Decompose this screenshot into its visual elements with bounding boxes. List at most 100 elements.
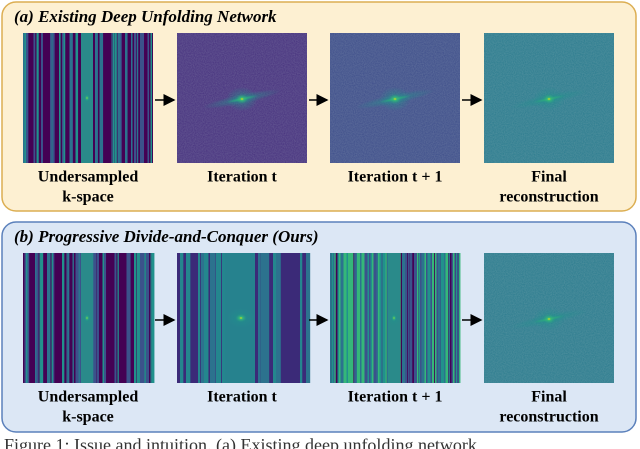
image-label: Iteration t + 1	[348, 389, 443, 406]
stripe	[222, 253, 228, 383]
stripe	[128, 253, 131, 383]
stripe	[376, 253, 379, 383]
stripe	[150, 33, 153, 163]
image-label: Undersampled	[38, 169, 139, 186]
stripe	[370, 253, 373, 383]
stripe	[26, 253, 29, 383]
stripe	[41, 33, 43, 163]
stripe	[147, 253, 150, 383]
image	[484, 33, 614, 163]
stripe	[41, 253, 44, 383]
stripe	[405, 253, 408, 383]
center-spot	[533, 307, 565, 331]
stripe	[444, 253, 447, 383]
image-label: Iteration t	[207, 389, 277, 406]
stripe	[141, 33, 145, 163]
stripe	[427, 253, 430, 383]
stripe	[355, 253, 358, 383]
center-spot	[388, 310, 400, 326]
stripe	[261, 253, 266, 383]
stripe	[33, 33, 36, 163]
stripe	[119, 33, 122, 163]
stripe	[258, 253, 261, 383]
stripe	[99, 33, 102, 163]
stripe	[418, 253, 422, 383]
caption: Figure 1: Issue and intuition. (a) Exist…	[4, 435, 477, 449]
stripe	[333, 253, 336, 383]
stripe	[210, 253, 216, 383]
stripe	[35, 253, 38, 383]
stripe	[354, 253, 356, 383]
stripe	[358, 253, 361, 383]
stripe	[423, 253, 425, 383]
stripe	[96, 33, 98, 163]
stripe	[439, 253, 441, 383]
stripe	[361, 253, 364, 383]
stripe	[72, 253, 74, 383]
stripe	[453, 253, 456, 383]
stripe	[456, 253, 458, 383]
stripe	[204, 253, 209, 383]
stripe	[113, 33, 115, 163]
stripe	[424, 253, 427, 383]
stripe	[198, 253, 201, 383]
stripe	[77, 253, 80, 383]
stripe	[152, 253, 155, 383]
stripe	[24, 253, 27, 383]
stripe	[451, 253, 454, 383]
stripe	[429, 253, 431, 383]
stripe	[126, 253, 129, 383]
stripe	[131, 33, 133, 163]
stripe	[357, 253, 360, 383]
panel-title: (a) Existing Deep Unfolding Network	[14, 7, 277, 26]
stripe	[337, 253, 340, 383]
stripe	[144, 253, 146, 383]
center-spot	[226, 87, 258, 111]
stripe	[50, 33, 52, 163]
center-spot	[379, 87, 411, 111]
stripe	[454, 253, 456, 383]
stripe	[459, 253, 461, 383]
stripe	[201, 253, 206, 383]
stripe	[146, 253, 149, 383]
image-label: reconstruction	[499, 189, 598, 206]
stripe	[47, 253, 50, 383]
stripe	[75, 253, 78, 383]
stripe	[23, 33, 26, 163]
stripe	[367, 253, 370, 383]
stripe	[59, 33, 61, 163]
stripe	[414, 253, 417, 383]
stripe	[140, 33, 143, 163]
image-label: Iteration t + 1	[348, 169, 443, 186]
stripe	[348, 253, 351, 383]
image-label: reconstruction	[499, 409, 598, 426]
stripe	[180, 253, 184, 383]
stripe	[417, 253, 419, 383]
stripe	[363, 253, 366, 383]
stripe	[26, 33, 29, 163]
stripe	[273, 253, 279, 383]
stripe	[104, 253, 107, 383]
stripe	[378, 253, 381, 383]
image-label: k-space	[62, 189, 114, 206]
stripe	[441, 253, 443, 383]
stripe	[48, 253, 51, 383]
stripe	[101, 33, 104, 163]
stripe	[120, 33, 122, 163]
stripe	[334, 253, 336, 383]
stripe	[403, 253, 406, 383]
stripe	[96, 253, 99, 383]
stripe	[216, 253, 222, 383]
stripe	[366, 253, 368, 383]
image-label: Final	[531, 169, 567, 186]
stripe	[134, 33, 137, 163]
stripe	[69, 33, 72, 163]
stripe	[125, 33, 128, 163]
stripe	[382, 253, 385, 383]
stripe	[147, 33, 150, 163]
stripe	[343, 253, 346, 383]
stripe	[385, 253, 387, 383]
kspace-image	[177, 253, 311, 383]
image-label: Iteration t	[207, 169, 277, 186]
stripe	[384, 253, 387, 383]
